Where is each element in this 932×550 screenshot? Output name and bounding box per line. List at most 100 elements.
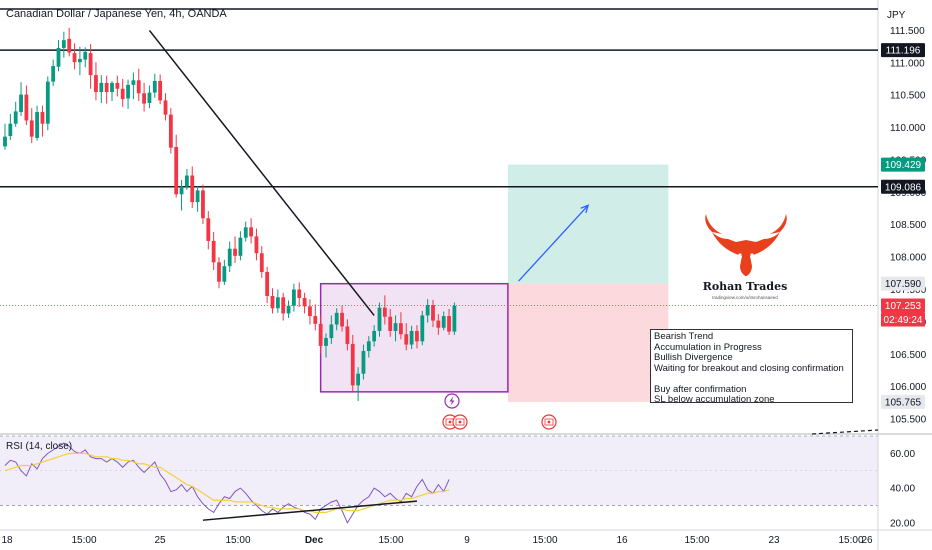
analysis-note: Bearish Trend Accumulation in Progress B…: [650, 329, 853, 405]
time-tick: 25: [154, 535, 166, 546]
candle-body: [259, 253, 264, 273]
time-tick: 15:00: [225, 535, 250, 546]
level-price-label-bg: [881, 43, 925, 58]
candle-body: [19, 94, 23, 113]
candle: [431, 299, 435, 328]
time-tick: 23: [768, 535, 780, 546]
candle: [13, 101, 18, 127]
candle: [94, 62, 98, 101]
candle: [334, 308, 339, 331]
countdown-label: 02:49:24: [884, 315, 923, 326]
time-tick: 26: [861, 535, 873, 546]
candle: [83, 47, 88, 68]
candle-body: [382, 307, 387, 317]
rsi-tick: 40.00: [890, 484, 915, 495]
candle: [254, 228, 259, 261]
candle: [131, 72, 136, 100]
axis-layer: 111.500111.000110.500110.000109.500109.0…: [1, 26, 926, 546]
candle: [356, 367, 360, 401]
candle: [152, 73, 157, 98]
price-tick: 106.500: [890, 350, 927, 361]
candle: [147, 85, 152, 109]
projection-arrow-head: [580, 204, 590, 214]
candle: [190, 166, 195, 208]
time-tick: 15:00: [71, 535, 96, 546]
note-line: [654, 374, 849, 385]
candle: [399, 312, 403, 340]
candle: [201, 184, 205, 225]
candle-body: [447, 316, 451, 332]
price-label-bg: [881, 276, 925, 291]
candle: [110, 80, 114, 102]
candle: [340, 305, 344, 332]
candle: [211, 231, 216, 271]
candle-body: [345, 326, 350, 344]
time-tick: 18: [1, 535, 13, 546]
candle: [329, 315, 334, 344]
candle: [168, 108, 173, 154]
candle-body: [318, 323, 323, 346]
candle-body: [168, 114, 173, 148]
candle-body: [409, 330, 414, 345]
level-price-label-bg: [881, 179, 925, 194]
candle-body: [3, 136, 7, 147]
candle-body: [372, 330, 377, 342]
candle-body: [142, 93, 146, 104]
time-tick: Dec: [305, 535, 324, 546]
drawing-layer: [148, 29, 879, 435]
candle: [265, 266, 270, 304]
price-label-bg: [881, 394, 925, 409]
candle-body: [120, 88, 125, 100]
currency-label[interactable]: JPY: [887, 10, 906, 21]
time-tick: 15:00: [838, 535, 863, 546]
note-line: Accumulation in Progress: [654, 341, 762, 353]
time-tick: 16: [616, 535, 628, 546]
candle: [99, 75, 104, 103]
note-line: Buy after confirmation: [654, 383, 747, 395]
candle: [104, 75, 109, 104]
candle: [142, 82, 146, 112]
candle: [67, 27, 72, 57]
candle: [409, 325, 414, 350]
level-price-label-text: 111.196: [886, 46, 921, 57]
candle-body: [190, 175, 195, 203]
candle-body: [88, 53, 93, 76]
candle: [158, 74, 163, 105]
candle: [29, 108, 34, 144]
candle-body: [441, 316, 446, 328]
candle-body: [292, 289, 296, 306]
candle-body: [158, 80, 163, 101]
note-line: Waiting for breakout and closing confirm…: [654, 362, 844, 374]
candle-body: [201, 190, 205, 219]
time-tick: 15:00: [378, 535, 403, 546]
candle: [24, 85, 29, 126]
countdown-bg: [881, 312, 925, 327]
candle-body: [425, 305, 430, 316]
level-price-label: 109.086: [881, 179, 925, 194]
candle: [8, 113, 13, 140]
candle-body: [126, 84, 130, 99]
note-line: Bullish Divergence: [654, 352, 733, 363]
candle-body: [115, 82, 120, 89]
candle-body: [185, 175, 189, 187]
price-label-text: 109.429: [885, 160, 922, 171]
price-label-text: 107.253: [885, 301, 922, 312]
candle-body: [51, 66, 56, 82]
candle: [377, 302, 382, 337]
candle: [222, 259, 227, 285]
candle-body: [99, 82, 104, 92]
chart-title: Canadian Dollar / Japanese Yen, 4h, OAND…: [6, 8, 227, 20]
candle-body: [275, 297, 280, 309]
candle-body: [377, 307, 382, 331]
logo-name: Rohan Trades: [702, 280, 788, 293]
candle: [452, 302, 457, 335]
candle-body: [254, 236, 259, 254]
candle: [61, 31, 66, 58]
candle: [361, 344, 366, 380]
candle: [447, 308, 451, 335]
candle: [195, 185, 200, 212]
candle-body: [297, 289, 302, 298]
candle-body: [265, 272, 270, 296]
candle-body: [45, 81, 50, 124]
candle: [179, 180, 184, 211]
